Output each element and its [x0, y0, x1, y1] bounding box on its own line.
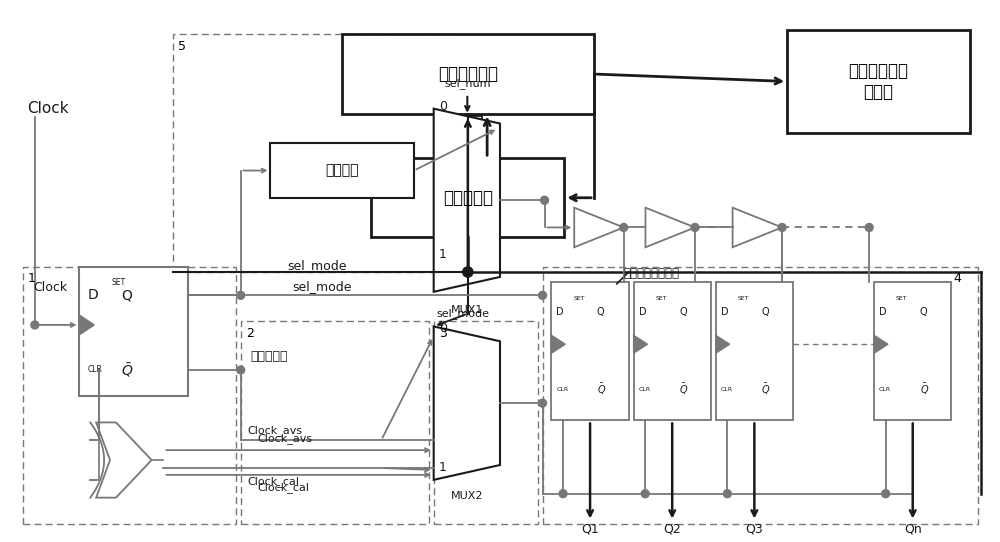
Text: $\bar{Q}$: $\bar{Q}$	[679, 383, 688, 397]
Text: SET: SET	[896, 296, 908, 301]
Circle shape	[463, 267, 473, 277]
Polygon shape	[716, 335, 730, 353]
Circle shape	[882, 490, 890, 498]
Bar	[173, 35, 455, 272]
Bar	[270, 143, 414, 198]
Text: 3: 3	[439, 327, 447, 340]
Text: D: D	[556, 307, 564, 318]
Text: $\bar{Q}$: $\bar{Q}$	[597, 383, 606, 397]
Text: 1: 1	[439, 248, 447, 261]
Text: D: D	[879, 307, 887, 318]
Bar	[543, 267, 978, 524]
Bar	[787, 29, 970, 133]
Polygon shape	[434, 109, 500, 292]
Polygon shape	[645, 208, 695, 247]
Text: Q1: Q1	[581, 523, 599, 536]
Text: Q: Q	[761, 307, 769, 318]
Text: 2: 2	[246, 327, 254, 340]
Text: Q: Q	[679, 307, 687, 318]
Text: Clock_cal: Clock_cal	[258, 482, 310, 493]
Bar	[241, 321, 429, 524]
Text: 复制路径: 复制路径	[325, 164, 359, 178]
Text: sel_mode: sel_mode	[437, 308, 490, 319]
Text: $\bar{Q}$: $\bar{Q}$	[920, 383, 929, 397]
Bar	[79, 267, 188, 396]
Text: CLR: CLR	[721, 388, 733, 392]
Text: 自适应电压控
制单元: 自适应电压控 制单元	[849, 62, 909, 101]
Text: 边沿采样电路输出: 边沿采样电路输出	[624, 267, 680, 280]
Circle shape	[778, 223, 786, 231]
Text: CLR: CLR	[639, 388, 651, 392]
Circle shape	[237, 292, 245, 299]
Text: D: D	[87, 288, 98, 302]
Text: sel_mode: sel_mode	[287, 259, 347, 272]
Text: CLR: CLR	[87, 365, 102, 375]
Circle shape	[641, 490, 649, 498]
Bar	[716, 282, 793, 421]
Polygon shape	[434, 326, 500, 480]
Text: 0: 0	[439, 100, 447, 113]
Text: $\bar{Q}$: $\bar{Q}$	[761, 383, 771, 397]
Text: 0: 0	[439, 322, 447, 335]
Text: Qn: Qn	[904, 523, 922, 536]
Text: sel_num: sel_num	[444, 79, 491, 89]
Polygon shape	[733, 208, 782, 247]
Bar	[452, 115, 482, 145]
Text: $\bar{Q}$: $\bar{Q}$	[121, 361, 133, 379]
Text: MUX2: MUX2	[451, 491, 483, 501]
Bar	[23, 267, 236, 524]
Bar	[434, 321, 538, 524]
Text: Clock: Clock	[33, 281, 67, 294]
Text: 1: 1	[28, 273, 36, 286]
Circle shape	[237, 366, 245, 374]
Text: 4: 4	[953, 273, 961, 286]
Bar	[634, 282, 711, 421]
Text: SET: SET	[111, 278, 125, 287]
Bar	[342, 35, 594, 114]
Text: SET: SET	[655, 296, 667, 301]
Text: SET: SET	[738, 296, 749, 301]
Text: Clock_avs: Clock_avs	[248, 425, 303, 436]
Text: 可变电压区: 可变电压区	[251, 350, 288, 363]
Bar	[371, 158, 564, 237]
Text: Q3: Q3	[745, 523, 763, 536]
Text: CLR: CLR	[879, 388, 891, 392]
Text: D: D	[721, 307, 728, 318]
Text: Clock_cal: Clock_cal	[248, 476, 300, 487]
Polygon shape	[551, 335, 565, 353]
Text: sel_mode: sel_mode	[292, 280, 352, 293]
Text: Q: Q	[121, 288, 132, 302]
Text: MUX1: MUX1	[451, 305, 483, 314]
Text: Q: Q	[920, 307, 927, 318]
Circle shape	[539, 292, 547, 299]
Text: D: D	[639, 307, 646, 318]
Circle shape	[541, 196, 548, 204]
Circle shape	[723, 490, 731, 498]
Circle shape	[463, 267, 473, 277]
Circle shape	[539, 399, 547, 407]
Text: Q2: Q2	[663, 523, 681, 536]
Bar	[874, 282, 951, 421]
Text: 1: 1	[439, 461, 447, 474]
Bar	[551, 282, 629, 421]
Polygon shape	[79, 315, 94, 335]
Circle shape	[691, 223, 699, 231]
Text: CLR: CLR	[556, 388, 569, 392]
Circle shape	[31, 321, 39, 329]
Text: 模式控制单元: 模式控制单元	[438, 65, 498, 83]
Text: Clock: Clock	[27, 101, 69, 116]
Text: 5: 5	[178, 40, 186, 53]
Circle shape	[559, 490, 567, 498]
Polygon shape	[574, 208, 624, 247]
Polygon shape	[634, 335, 647, 353]
Polygon shape	[874, 335, 888, 353]
Circle shape	[620, 223, 628, 231]
Text: SET: SET	[573, 296, 585, 301]
Circle shape	[865, 223, 873, 231]
Text: Q: Q	[597, 307, 605, 318]
Text: Clock_avs: Clock_avs	[258, 433, 313, 444]
Polygon shape	[96, 422, 152, 498]
Text: 自校准单元: 自校准单元	[443, 189, 493, 207]
